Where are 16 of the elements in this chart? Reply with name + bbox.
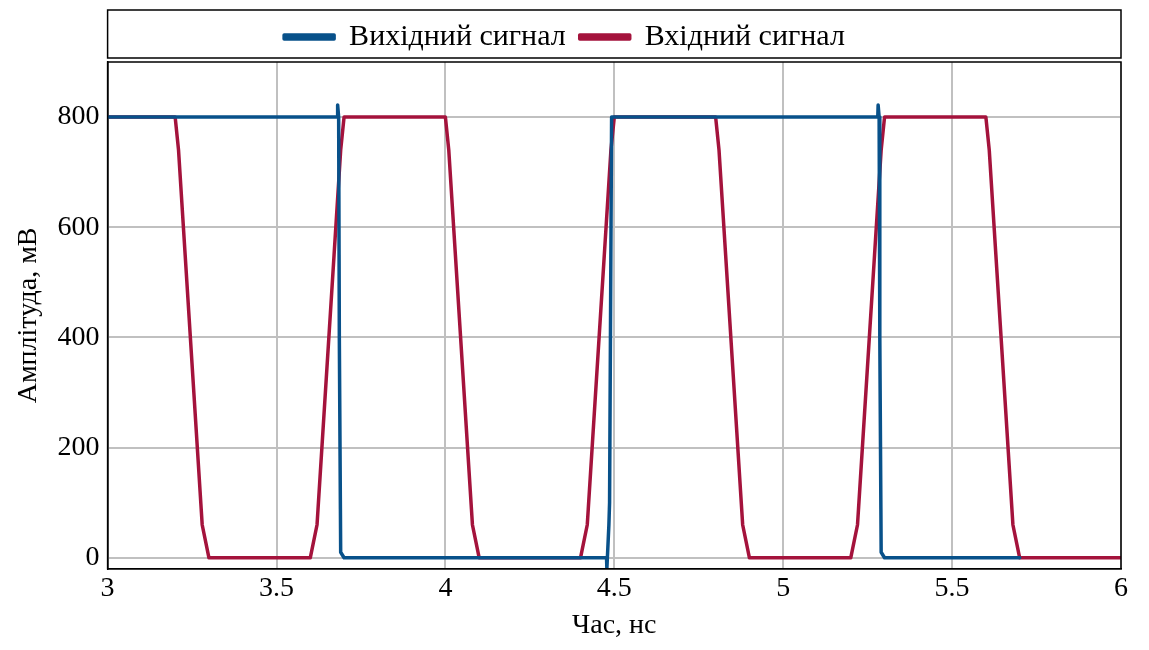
x-tick-label: 6	[1114, 570, 1128, 602]
legend-label: Вхідний сигнал	[644, 17, 845, 51]
x-tick-label: 4	[438, 570, 453, 602]
y-tick-label: 400	[57, 319, 100, 351]
x-tick-label: 5.5	[934, 570, 970, 602]
y-tick-label: 200	[57, 429, 100, 461]
y-tick-label: 800	[57, 99, 100, 131]
y-tick-label: 0	[85, 540, 100, 572]
x-tick-label: 3.5	[259, 570, 294, 602]
x-tick-label: 3	[100, 570, 115, 602]
x-tick-label: 5	[776, 570, 791, 602]
x-tick-label: 4.5	[596, 570, 632, 602]
y-axis-title: Амплітуда, мВ	[11, 227, 43, 404]
x-axis-title: Час, нс	[572, 607, 657, 639]
y-tick-label: 600	[57, 209, 100, 241]
legend-label: Вихідний сигнал	[349, 17, 566, 51]
